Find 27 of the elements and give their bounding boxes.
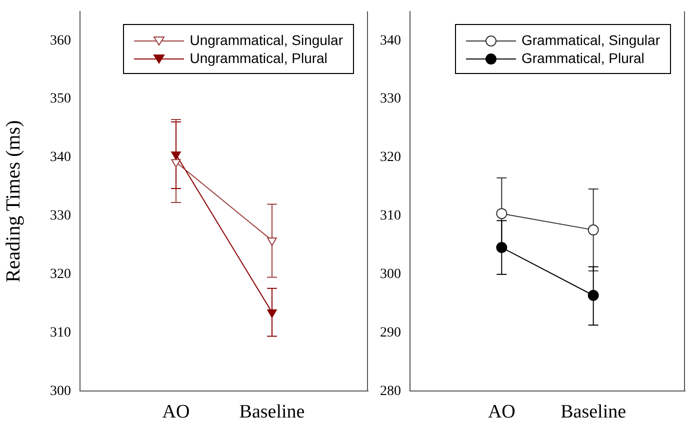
legend-label: Ungrammatical, Singular	[190, 32, 343, 48]
legend-label: Grammatical, Plural	[522, 50, 644, 66]
y-tick-label: 300	[50, 384, 71, 399]
y-tick-label: 360	[50, 33, 71, 48]
y-tick-label: 280	[380, 384, 401, 399]
y-tick-label: 330	[50, 208, 71, 224]
y-tick-label: 320	[380, 150, 401, 166]
y-tick-label: 350	[50, 92, 71, 107]
y-tick-label: 310	[50, 325, 71, 340]
legend-label: Ungrammatical, Plural	[190, 50, 328, 66]
y-axis-title: Reading Times (ms)	[2, 120, 24, 282]
legend-label: Grammatical, Singular	[522, 32, 660, 48]
x-tick-label: AO	[162, 402, 190, 423]
point	[588, 290, 599, 301]
point	[588, 224, 599, 236]
point	[496, 242, 508, 253]
y-tick-label: 340	[50, 150, 71, 166]
y-tick-label: 300	[380, 267, 401, 282]
y-tick-label: 340	[380, 33, 401, 48]
x-tick-label: Baseline	[560, 402, 626, 423]
y-tick-label: 330	[380, 92, 401, 107]
y-tick-label: 320	[50, 267, 71, 282]
point	[496, 208, 508, 220]
x-tick-label: AO	[488, 402, 516, 423]
y-tick-label: 310	[380, 208, 401, 224]
y-tick-label: 290	[380, 325, 401, 340]
x-tick-label: Baseline	[239, 402, 305, 423]
